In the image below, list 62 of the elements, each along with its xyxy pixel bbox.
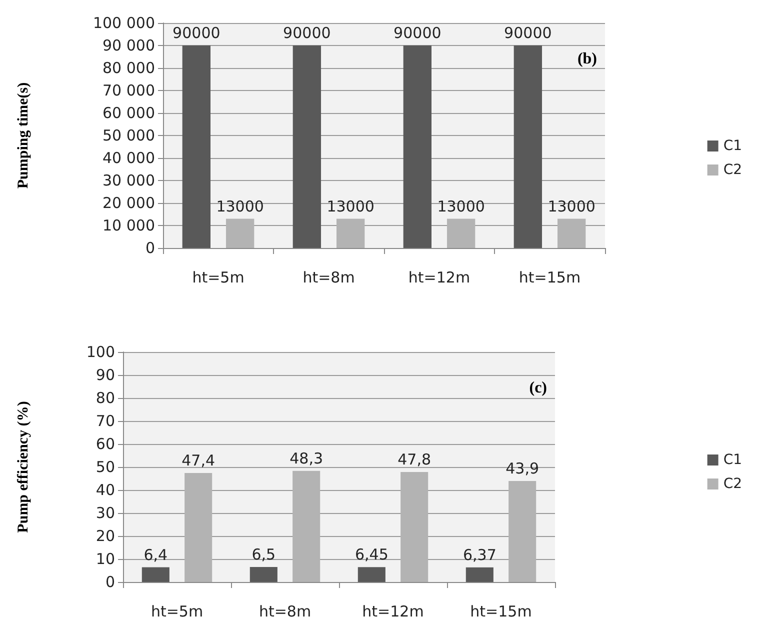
data-label: 13000 (548, 197, 596, 216)
x-tick-label: ht=12m (408, 268, 470, 286)
y-tick-label: 70 000 (102, 82, 155, 100)
y-tick-label: 90 000 (102, 36, 155, 54)
y-tick-label: 40 (96, 481, 115, 499)
y-tick-label: 60 (96, 435, 115, 453)
y-tick-label: 100 (86, 343, 115, 361)
y-tick-label: 30 000 (102, 172, 155, 190)
legend-label: C2 (723, 162, 742, 178)
x-tick-label: ht=8m (302, 268, 355, 286)
bar (400, 472, 428, 582)
y-tick-label: 60 000 (102, 104, 155, 122)
y-tick-label: 80 (96, 389, 115, 407)
data-label: 43,9 (506, 460, 540, 478)
data-label: 90000 (283, 24, 331, 42)
bar (184, 472, 212, 582)
data-label: 47,8 (398, 450, 432, 469)
legend-label: C1 (723, 452, 742, 468)
y-tick-label: 50 (96, 458, 115, 476)
x-tick-label: ht=12m (362, 602, 424, 620)
y-tick-label: 30 (96, 504, 115, 522)
data-label: 6,4 (144, 546, 168, 564)
annotation: (b) (577, 50, 598, 68)
data-label: 6,37 (462, 546, 496, 564)
data-label: 13000 (216, 197, 264, 216)
data-label: 6,45 (354, 546, 388, 564)
y-tick-label: 20 000 (102, 194, 155, 212)
x-tick-label: ht=8m (258, 602, 312, 620)
bar (250, 567, 278, 582)
y-tick-label: 0 (145, 239, 155, 257)
bar (292, 470, 320, 582)
y-tick-label: 80 000 (102, 59, 155, 77)
y-tick-label: 20 (96, 527, 115, 545)
y-tick-label: 10 (96, 550, 115, 568)
y-tick-label: 100 000 (92, 14, 155, 32)
bar (466, 567, 494, 582)
annotation: (c) (529, 380, 548, 396)
data-label: 13000 (326, 197, 374, 216)
legend-label: C2 (723, 476, 742, 492)
y-tick-label: 90 (96, 366, 115, 384)
bar (508, 481, 536, 582)
x-tick-label: ht=5m (150, 602, 204, 620)
y-axis-title: Pump efficiency (%) (16, 401, 32, 533)
data-label: 90000 (394, 24, 442, 42)
data-label: 48,3 (290, 449, 324, 468)
data-label: 47,4 (182, 451, 216, 470)
x-tick-label: ht=15m (470, 602, 532, 620)
y-tick-label: 70 (96, 412, 115, 430)
x-tick-label: ht=15m (518, 268, 581, 286)
data-label: 90000 (172, 24, 220, 42)
data-label: 6,5 (252, 546, 276, 564)
legend-label: C1 (723, 138, 742, 154)
y-tick-label: 50 000 (102, 126, 155, 144)
y-axis-title: Pumping time(s) (16, 82, 32, 189)
bar (142, 567, 170, 582)
x-tick-label: ht=5m (192, 268, 244, 286)
bar (358, 567, 386, 582)
data-label: 90000 (504, 24, 552, 42)
y-tick-label: 40 000 (102, 149, 155, 167)
data-label: 13000 (437, 197, 485, 216)
y-tick-label: 0 (105, 573, 115, 591)
y-tick-label: 10 000 (102, 216, 155, 234)
